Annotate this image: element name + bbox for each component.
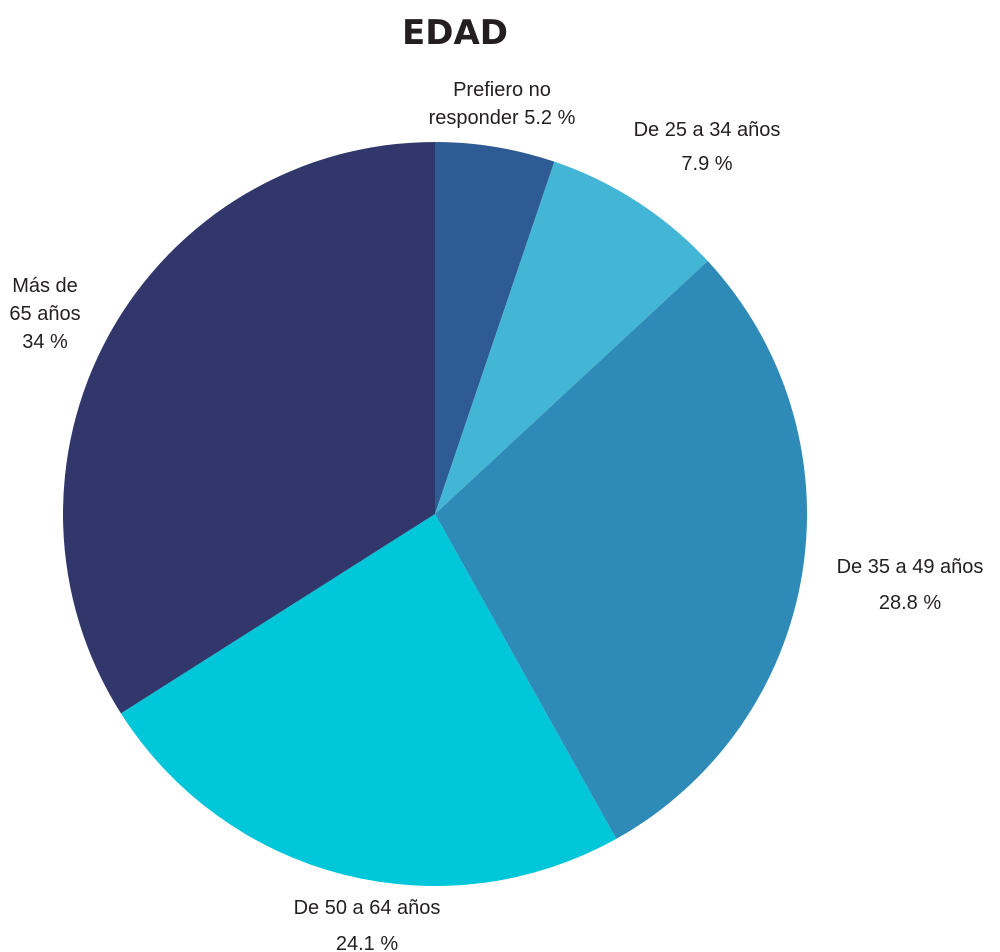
slice-label-line: 65 años: [9, 303, 80, 325]
slice-label-line: 28.8 %: [879, 592, 941, 614]
slice-label-line: responder 5.2 %: [429, 107, 576, 129]
slice-label-line: De 35 a 49 años: [837, 556, 984, 578]
slice-label-line: 7.9 %: [681, 153, 732, 175]
slice-label: Más de 65 años 34 %: [9, 275, 80, 353]
slice-label-line: Más de: [12, 275, 78, 297]
slice-label-line: De 25 a 34 años: [634, 119, 781, 141]
pie-slice: [62, 142, 436, 714]
slice-label-line: De 50 a 64 años: [294, 897, 441, 919]
slice-label: De 35 a 49 años 28.8 %: [837, 556, 984, 614]
chart-title: EDAD: [402, 13, 508, 53]
pie-slice: [120, 514, 617, 886]
pie-slice: [435, 142, 555, 514]
slice-label: De 25 a 34 años 7.9 %: [634, 119, 781, 175]
slice-label: De 50 a 64 años 24.1 %: [294, 897, 441, 952]
pie-slice: [435, 261, 807, 839]
pie-slices: [62, 142, 807, 886]
slice-label-line: 34 %: [22, 331, 68, 353]
slice-label: Prefiero no responder 5.2 %: [429, 79, 576, 129]
slice-labels: Prefiero no responder 5.2 % De 25 a 34 año…: [9, 79, 983, 952]
slice-label-line: Prefiero no: [453, 79, 551, 101]
slice-label-line: 24.1 %: [336, 933, 398, 952]
pie-slice: [435, 161, 708, 514]
